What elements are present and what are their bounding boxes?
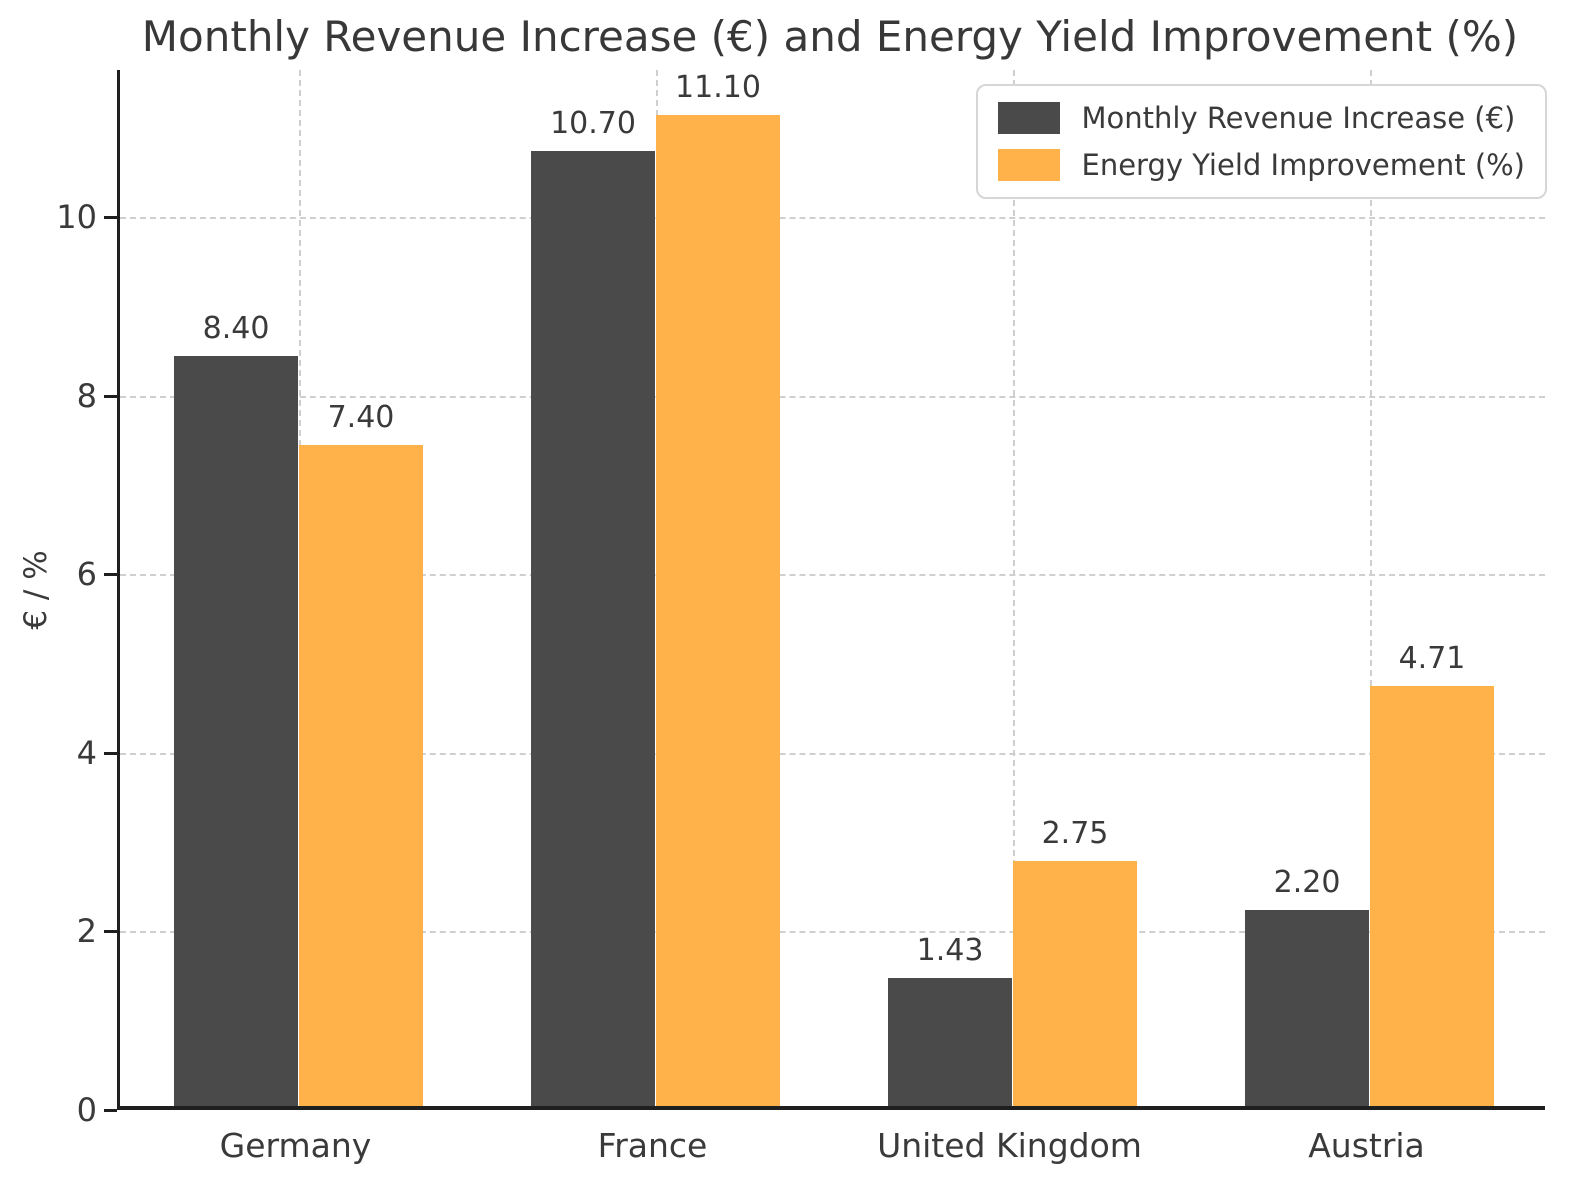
y-tick-mark [104,216,117,220]
x-axis-label-united-kingdom: United Kingdom [877,1126,1142,1165]
legend-label-revenue: Monthly Revenue Increase (€) [1081,101,1516,135]
x-axis-label-germany: Germany [219,1126,372,1165]
legend: Monthly Revenue Increase (€) Energy Yield… [975,84,1547,199]
x-axis-label-france: France [597,1126,708,1165]
x-axis-label-austria: Austria [1308,1126,1425,1165]
legend-swatch-yield [997,149,1060,181]
bar-france-yield [655,115,781,1106]
gridline-horizontal [120,574,1545,577]
y-tick-label: 10 [56,198,97,237]
bar-value-label-united-kingdom-revenue: 1.43 [916,933,984,969]
bar-value-label-france-revenue: 10.70 [550,105,636,141]
plot-area: 8.40 10.70 1.43 2.20 7.40 11.10 2.75 4.71 [117,70,1545,1110]
y-tick-label: 0 [76,1091,97,1129]
y-tick-label: 8 [76,376,97,415]
legend-entry-yield: Energy Yield Improvement (%) [997,148,1526,182]
bar-austria-revenue [1244,909,1370,1106]
y-tick-mark [104,394,117,398]
gridline-vertical [1012,70,1015,1106]
gridline-horizontal [120,931,1545,934]
y-tick-mark [104,1109,117,1112]
bar-value-label-germany-revenue: 8.40 [202,311,270,347]
gridline-horizontal [120,217,1545,220]
bar-value-label-united-kingdom-yield: 2.75 [1041,815,1109,851]
y-tick-mark [104,573,117,577]
gridline-horizontal [120,752,1545,755]
y-tick-label: 2 [76,912,97,951]
bar-value-label-france-yield: 11.10 [675,70,761,106]
bar-germany-revenue [173,356,299,1106]
bar-value-label-austria-yield: 4.71 [1398,640,1466,676]
legend-label-yield: Energy Yield Improvement (%) [1081,148,1526,182]
chart-title: Monthly Revenue Increase (€) and Energy … [141,12,1519,61]
bar-value-label-austria-revenue: 2.20 [1273,864,1341,900]
y-tick-mark [104,751,117,755]
gridline-horizontal [120,395,1545,398]
y-tick-mark [104,930,117,934]
legend-entry-revenue: Monthly Revenue Increase (€) [997,101,1526,135]
legend-swatch-revenue [997,102,1060,134]
y-tick-label: 6 [76,555,97,594]
bar-germany-yield [298,445,424,1106]
bar-united-kingdom-revenue [887,978,1013,1106]
bar-value-label-germany-yield: 7.40 [327,400,395,436]
bar-united-kingdom-yield [1012,860,1138,1106]
gridline-vertical [1369,70,1372,1106]
y-tick-label: 4 [76,733,97,772]
bar-austria-yield [1369,685,1495,1106]
bar-france-revenue [530,150,656,1106]
